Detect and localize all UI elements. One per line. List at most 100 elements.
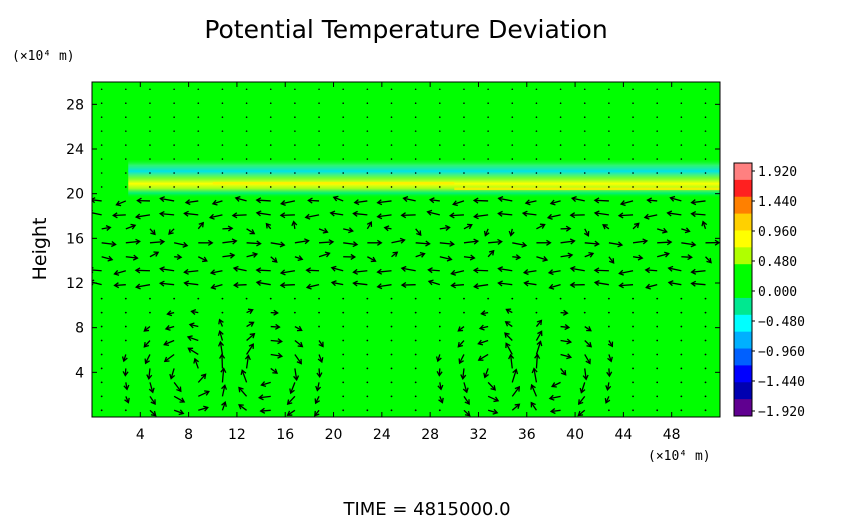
wind-vector-head bbox=[618, 282, 624, 289]
vector-dot bbox=[632, 297, 634, 300]
vector-dot bbox=[342, 409, 345, 412]
vector-dot bbox=[704, 339, 707, 342]
vector-dot bbox=[656, 367, 659, 370]
vector-dot bbox=[125, 130, 127, 132]
wind-vector bbox=[572, 197, 585, 202]
vector-dot bbox=[245, 144, 248, 146]
wind-vector-head bbox=[272, 368, 279, 374]
vector-dot bbox=[704, 381, 707, 384]
wind-vector bbox=[210, 270, 223, 274]
wind-vector-head bbox=[248, 321, 255, 327]
vector-dot bbox=[632, 367, 634, 370]
wind-vector-head bbox=[148, 387, 155, 394]
colorbar-swatch bbox=[734, 213, 752, 231]
wind-vector-head bbox=[521, 210, 528, 217]
wind-vector bbox=[256, 199, 271, 202]
wind-vector-head bbox=[297, 341, 304, 348]
vector-dot bbox=[414, 395, 417, 398]
wind-vector-head bbox=[473, 213, 479, 220]
wind-vector bbox=[219, 331, 224, 341]
wind-vector-head bbox=[153, 251, 160, 257]
wind-vector bbox=[92, 212, 102, 216]
warm-streak bbox=[212, 181, 455, 185]
y-tick-label: 16 bbox=[66, 231, 84, 247]
wind-vector-head bbox=[324, 251, 331, 258]
vector-dot bbox=[535, 88, 538, 91]
x-tick-label: 8 bbox=[184, 427, 193, 443]
wind-vector bbox=[270, 325, 280, 328]
wind-vector bbox=[173, 395, 185, 403]
vector-dot bbox=[318, 158, 320, 160]
wind-vector bbox=[222, 240, 237, 244]
vector-dot bbox=[559, 158, 562, 160]
colorbar-tick-label: 1.440 bbox=[758, 195, 797, 210]
wind-vector-head bbox=[370, 256, 377, 263]
vector-dot bbox=[704, 102, 707, 105]
colorbar-swatch bbox=[734, 179, 752, 198]
wind-vector bbox=[353, 270, 368, 273]
wind-vector bbox=[577, 409, 586, 416]
wind-vector bbox=[184, 282, 199, 286]
wind-vector bbox=[451, 284, 465, 287]
wind-vector-head bbox=[607, 356, 613, 363]
wind-vector bbox=[290, 382, 296, 394]
wind-vector bbox=[415, 252, 425, 258]
vector-dot bbox=[414, 409, 417, 412]
wind-vector-head bbox=[567, 252, 574, 259]
wind-vector-head bbox=[684, 227, 691, 234]
vector-dot bbox=[149, 186, 151, 188]
wind-vector bbox=[218, 319, 224, 327]
wind-vector-head bbox=[315, 385, 322, 392]
vector-dot bbox=[125, 144, 127, 146]
wind-vector-head bbox=[448, 212, 455, 219]
wind-vector bbox=[463, 256, 475, 259]
wind-vector bbox=[233, 267, 247, 272]
wind-vector bbox=[92, 269, 102, 272]
vector-dot bbox=[559, 130, 562, 132]
wind-vector-head bbox=[483, 230, 490, 237]
wind-vector bbox=[511, 386, 520, 397]
wind-vector bbox=[281, 200, 296, 205]
vector-dot bbox=[463, 311, 465, 314]
vector-dot bbox=[535, 130, 538, 132]
wind-vector-head bbox=[473, 238, 480, 245]
vector-dot bbox=[680, 339, 683, 342]
wind-vector bbox=[367, 256, 376, 262]
wind-vector-head bbox=[666, 239, 673, 246]
wind-vector-head bbox=[255, 197, 262, 204]
wind-vector-head bbox=[286, 399, 293, 405]
wind-vector bbox=[657, 228, 667, 233]
wind-vector bbox=[366, 221, 372, 230]
wind-vector-head bbox=[714, 239, 720, 246]
wind-vector bbox=[125, 256, 138, 259]
wind-vector bbox=[560, 339, 571, 343]
wind-vector bbox=[450, 214, 465, 217]
vector-dot bbox=[245, 297, 248, 300]
wind-vector bbox=[212, 200, 223, 205]
wind-vector bbox=[478, 353, 489, 361]
wind-vector-head bbox=[248, 343, 254, 349]
vector-dot bbox=[342, 367, 345, 370]
vector-dot bbox=[704, 325, 707, 328]
wind-vector bbox=[578, 395, 586, 405]
wind-vector-head bbox=[234, 195, 241, 202]
wind-vector bbox=[232, 214, 247, 217]
vector-dot bbox=[173, 116, 175, 118]
wind-vector-head bbox=[664, 251, 670, 258]
vector-dot bbox=[680, 186, 683, 188]
vector-dot bbox=[583, 186, 586, 188]
wind-vector bbox=[619, 284, 634, 287]
x-tick-label: 36 bbox=[518, 427, 536, 443]
wind-vector bbox=[187, 336, 199, 342]
wind-vector-head bbox=[257, 394, 264, 401]
wind-vector bbox=[606, 382, 610, 390]
wind-vector bbox=[439, 256, 452, 261]
wind-vector-head bbox=[392, 251, 399, 257]
wind-vector-head bbox=[619, 200, 626, 207]
vector-dot bbox=[294, 116, 296, 118]
vector-dot bbox=[583, 88, 586, 91]
colorbar-swatch bbox=[734, 196, 752, 215]
vector-dot bbox=[680, 395, 683, 398]
wind-vector-head bbox=[247, 308, 254, 315]
wind-vector-head bbox=[176, 386, 182, 393]
